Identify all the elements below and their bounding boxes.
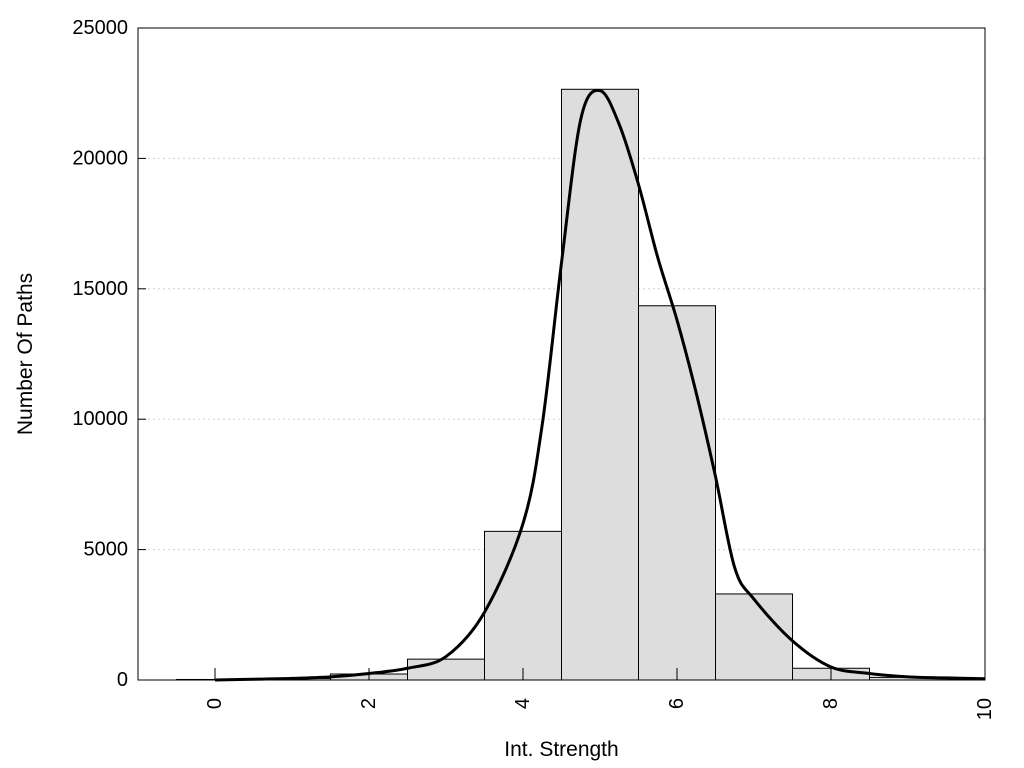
fit-curve-line bbox=[214, 88, 986, 682]
y-tick-label: 25000 bbox=[72, 17, 128, 39]
x-axis-title: Int. Strength bbox=[504, 738, 618, 761]
bar bbox=[638, 305, 716, 681]
y-tick-label: 5000 bbox=[84, 539, 129, 561]
x-tick-label: 4 bbox=[512, 698, 534, 709]
y-axis-ticks: 0 5000 10000 15000 20000 25000 bbox=[72, 17, 146, 691]
x-tick-label: 6 bbox=[666, 698, 688, 709]
x-tick-label: 0 bbox=[204, 698, 226, 709]
y-tick-label: 10000 bbox=[72, 408, 128, 430]
y-axis-title: Number Of Paths bbox=[14, 273, 37, 435]
bar bbox=[715, 593, 793, 681]
plot-frame bbox=[137, 27, 986, 681]
bar bbox=[407, 658, 485, 681]
x-axis-ticks: 0 2 4 6 8 10 bbox=[204, 668, 996, 720]
bars bbox=[176, 88, 986, 681]
fit-curve bbox=[214, 88, 986, 682]
y-tick-label: 20000 bbox=[72, 147, 128, 169]
x-tick-label: 2 bbox=[358, 698, 380, 709]
x-tick-label: 8 bbox=[820, 698, 842, 709]
y-tick-label: 15000 bbox=[72, 278, 128, 300]
x-tick-label: 10 bbox=[974, 698, 996, 720]
grid-lines bbox=[138, 157, 985, 551]
y-tick-label: 0 bbox=[117, 669, 128, 691]
bar bbox=[484, 530, 562, 681]
